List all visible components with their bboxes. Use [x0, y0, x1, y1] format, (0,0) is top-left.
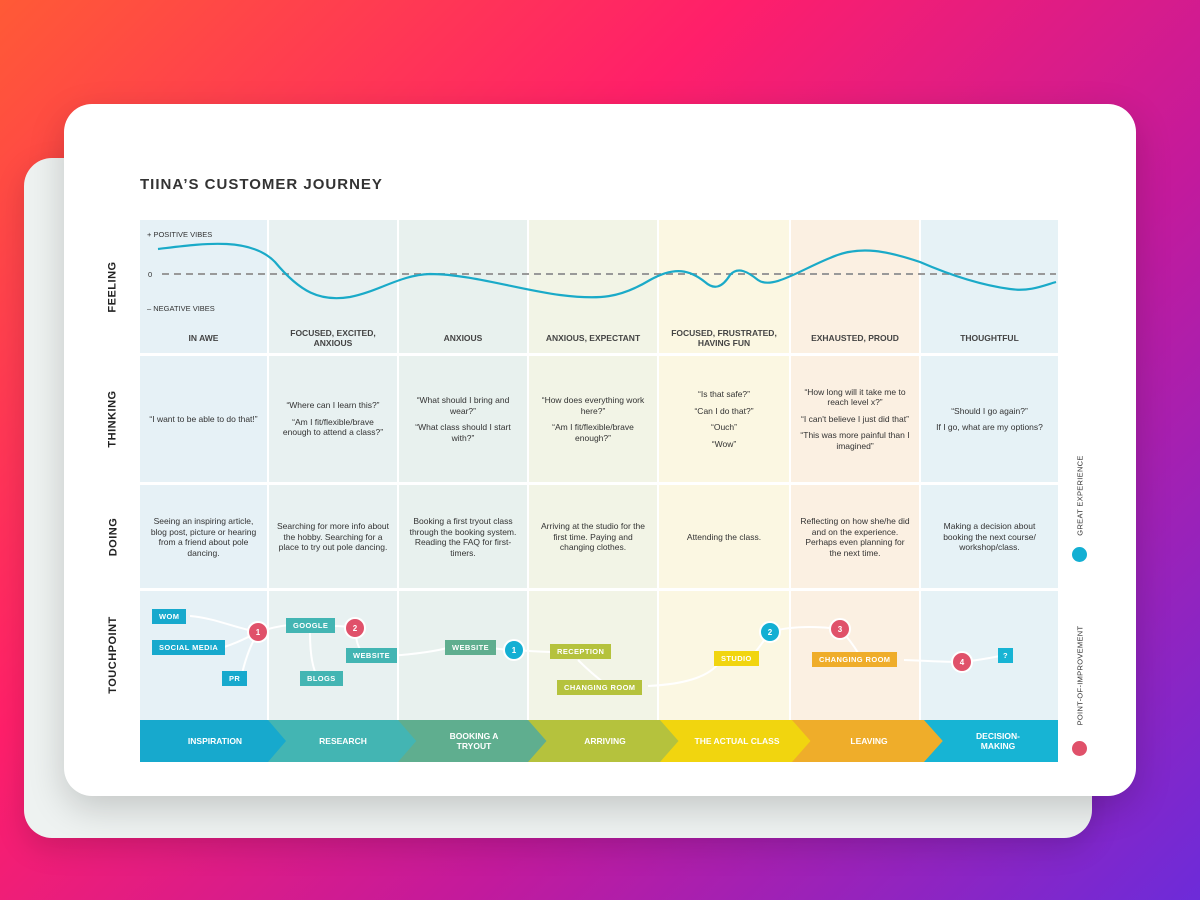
row-divider — [140, 353, 1058, 356]
thought: “This was more painful than I imagined” — [800, 430, 910, 451]
row-divider — [140, 482, 1058, 485]
thought: “Is that safe?” — [698, 389, 750, 399]
improvement-marker: 3 — [829, 618, 851, 640]
legend-great-label: GREAT EXPERIENCE — [1075, 454, 1085, 536]
doing-cell: Seeing an inspiring article, blog post, … — [150, 516, 257, 558]
legend-improve-label: POINT-OF-IMPROVEMENT — [1075, 625, 1085, 725]
improvement-marker: 4 — [951, 651, 973, 673]
thought: “Ouch” — [711, 422, 737, 432]
touchpoint-website-booking: WEBSITE — [445, 640, 496, 655]
great-experience-marker: 1 — [503, 639, 525, 661]
improvement-marker: 1 — [247, 621, 269, 643]
thought: “Wow” — [711, 438, 737, 449]
legend-great-dot — [1072, 547, 1087, 562]
row-divider — [140, 588, 1058, 591]
axis-negative-label: – NEGATIVE VIBES — [147, 304, 215, 313]
thinking-cell: “Should I go again?” If I go, what are m… — [921, 356, 1058, 482]
stage-decision: DECISION-MAKING — [924, 720, 1058, 762]
page-title: TIINA’S CUSTOMER JOURNEY — [140, 176, 383, 193]
thinking-cell: “What should I bring and wear?” “What cl… — [399, 356, 527, 482]
touchpoint-pr: PR — [222, 671, 248, 686]
stage-arriving: ARRIVING — [528, 720, 682, 762]
row-label-feeling: FEELING — [107, 261, 120, 313]
thought: “I want to be able to do that!” — [149, 413, 258, 424]
stage-actual-class: THE ACTUAL CLASS — [660, 720, 814, 762]
thinking-cell: “I want to be able to do that!” — [140, 356, 267, 482]
thought: “What should I bring and wear?” — [416, 395, 510, 416]
emotion-label: EXHAUSTED, PROUD — [811, 333, 899, 343]
column-arriving: ANXIOUS, EXPECTANT “How does everything … — [529, 220, 657, 720]
thought: “Am I fit/flexible/brave enough to atten… — [282, 416, 384, 438]
stage-inspiration: INSPIRATION — [140, 720, 290, 762]
thought: “How does everything work here?” — [541, 395, 645, 416]
column-research: FOCUSED, EXCITED, ANXIOUS “Where can I l… — [269, 220, 397, 720]
touchpoint-studio: STUDIO — [714, 651, 759, 666]
doing-cell: Making a decision about booking the next… — [943, 521, 1036, 553]
touchpoint-wom: WOM — [152, 609, 187, 624]
stage-research: RESEARCH — [268, 720, 418, 762]
emotion-label: IN AWE — [188, 333, 219, 343]
thought: “Should I go again?” — [951, 405, 1028, 416]
column-leaving: EXHAUSTED, PROUD “How long will it take … — [791, 220, 919, 720]
doing-cell: Arriving at the studio for the first tim… — [541, 521, 645, 553]
thought: “Am I fit/flexible/brave enough?” — [552, 422, 634, 443]
thinking-cell: “Is that safe?” “Can I do that?” “Ouch” … — [659, 356, 789, 482]
thinking-cell: “How does everything work here?” “Am I f… — [529, 356, 657, 482]
touchpoint-reception: RECEPTION — [550, 644, 612, 659]
emotion-label: ANXIOUS, EXPECTANT — [545, 333, 641, 343]
column-decision: THOUGHTFUL “Should I go again?” If I go,… — [921, 220, 1058, 720]
stage-booking: BOOKING A TRYOUT — [398, 720, 550, 762]
thought: If I go, what are my options? — [936, 422, 1043, 432]
doing-cell: Reflecting on how she/he did and on the … — [800, 516, 910, 558]
thought: “Can I do that?” — [694, 405, 754, 416]
thought: “What class should I start with?” — [415, 422, 511, 443]
doing-cell: Booking a first tryout class through the… — [409, 516, 517, 558]
column-actual-class: FOCUSED, FRUSTRATED, HAVING FUN “Is that… — [659, 220, 789, 720]
great-experience-marker: 2 — [759, 621, 781, 643]
thought: “I can't believe I just did that” — [801, 413, 909, 424]
thought: “Where can I learn this?” — [286, 400, 380, 411]
touchpoint-website: WEBSITE — [346, 648, 397, 663]
legend-improve-dot — [1072, 741, 1087, 756]
improvement-marker: 2 — [344, 617, 366, 639]
stage-leaving: LEAVING — [792, 720, 946, 762]
touchpoint-changing-room: CHANGING ROOM — [557, 680, 643, 695]
touchpoint-changing-room-leaving: CHANGING ROOM — [812, 652, 898, 667]
touchpoint-blogs: BLOGS — [300, 671, 343, 686]
doing-cell: Attending the class. — [686, 531, 762, 542]
row-label-doing: DOING — [107, 517, 119, 557]
thinking-cell: “Where can I learn this?” “Am I fit/flex… — [269, 356, 397, 482]
emotion-label: FOCUSED, EXCITED, ANXIOUS — [290, 328, 376, 348]
emotion-label: THOUGHTFUL — [960, 333, 1019, 343]
touchpoint-social-media: SOCIAL MEDIA — [152, 640, 226, 655]
emotion-label: FOCUSED, FRUSTRATED, HAVING FUN — [671, 328, 777, 348]
thought: “How long will it take me to reach level… — [804, 386, 906, 408]
axis-positive-label: + POSITIVE VIBES — [147, 230, 213, 239]
touchpoint-google: GOOGLE — [286, 618, 336, 633]
axis-zero-label: 0 — [148, 270, 153, 279]
row-label-thinking: THINKING — [107, 390, 120, 448]
doing-cell: Searching for more info about the hobby.… — [277, 521, 389, 553]
touchpoint-unknown: ? — [998, 648, 1013, 663]
emotion-label: ANXIOUS — [443, 333, 483, 343]
row-label-touchpoint: TOUCHPOINT — [107, 616, 119, 694]
column-booking: ANXIOUS “What should I bring and wear?” … — [399, 220, 527, 720]
thinking-cell: “How long will it take me to reach level… — [791, 356, 919, 482]
